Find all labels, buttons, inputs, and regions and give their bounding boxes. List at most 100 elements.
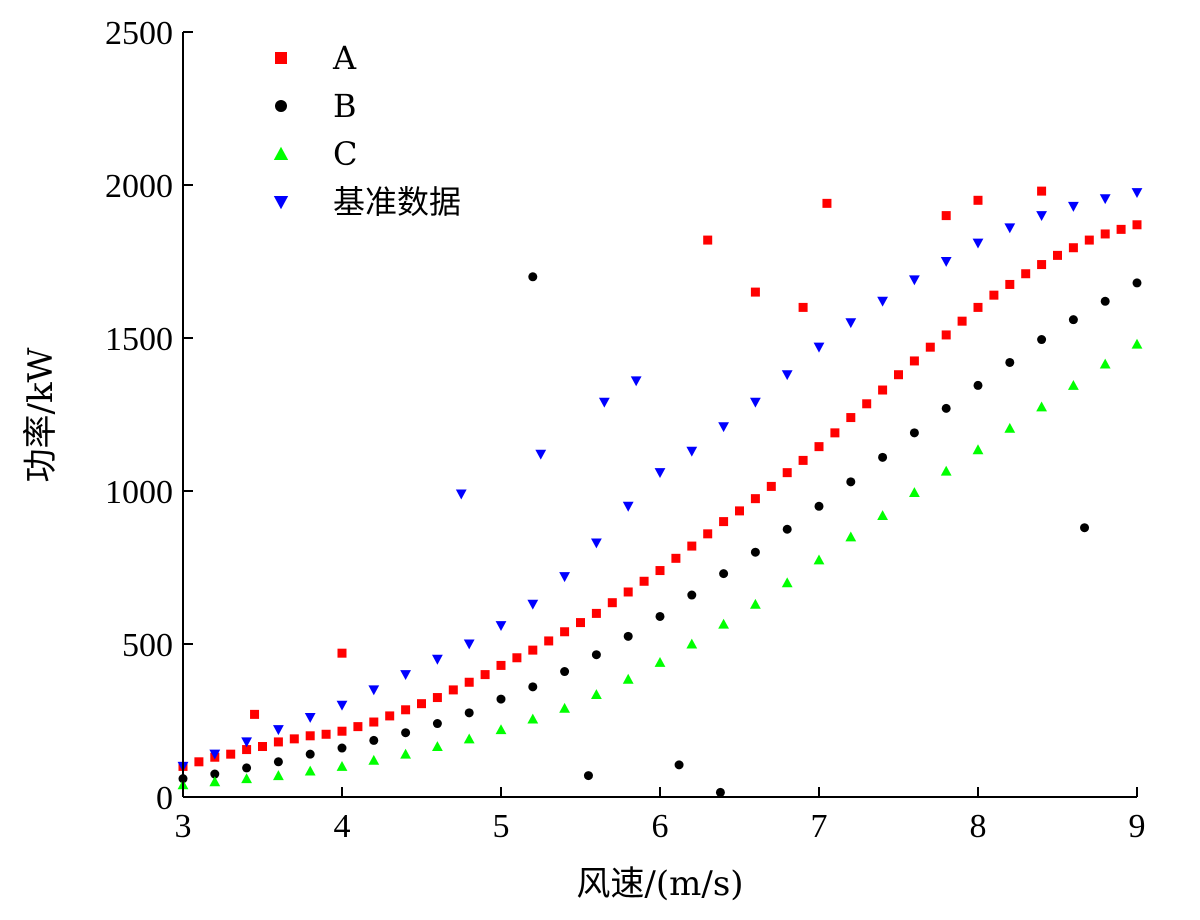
data-point xyxy=(846,413,856,423)
data-point xyxy=(1037,186,1047,196)
data-point xyxy=(432,719,442,729)
legend-label: C xyxy=(333,135,357,173)
data-point xyxy=(464,677,474,687)
data-point xyxy=(1080,523,1090,533)
data-point xyxy=(576,618,585,628)
data-point xyxy=(845,531,857,542)
data-point xyxy=(1132,278,1142,288)
legend-marker xyxy=(275,52,287,64)
data-point xyxy=(814,442,824,452)
data-point xyxy=(622,673,634,684)
data-point xyxy=(1099,194,1111,205)
data-point xyxy=(1004,223,1016,234)
data-point xyxy=(719,517,729,527)
data-point xyxy=(336,700,348,711)
data-point xyxy=(972,238,984,249)
data-point xyxy=(830,428,840,438)
legend-item: 基准数据 xyxy=(273,183,461,221)
data-point xyxy=(687,541,697,551)
data-point xyxy=(591,608,601,618)
data-point xyxy=(321,729,331,739)
data-point xyxy=(654,656,666,667)
data-point xyxy=(544,636,554,646)
data-point xyxy=(781,370,793,381)
data-point xyxy=(528,272,538,282)
data-point xyxy=(750,287,760,297)
data-point xyxy=(1068,243,1078,253)
y-tick-label: 1500 xyxy=(105,321,173,358)
data-point xyxy=(622,501,634,512)
data-point xyxy=(940,257,952,267)
data-point xyxy=(654,468,666,479)
y-tick-label: 1000 xyxy=(105,474,173,511)
data-point xyxy=(455,489,467,500)
data-point xyxy=(1036,401,1047,412)
data-point xyxy=(512,653,522,663)
data-point xyxy=(336,761,348,771)
data-point xyxy=(1100,229,1110,239)
data-point xyxy=(750,397,761,408)
data-point xyxy=(560,627,570,637)
data-point xyxy=(877,296,888,307)
data-point xyxy=(194,757,204,767)
x-tick-label: 4 xyxy=(334,808,351,845)
legend-marker xyxy=(273,146,289,160)
data-point xyxy=(925,342,935,352)
x-tick-label: 8 xyxy=(970,808,987,845)
data-point xyxy=(940,465,952,476)
data-point xyxy=(750,547,760,557)
data-point xyxy=(528,682,538,692)
data-point xyxy=(241,773,252,784)
data-point xyxy=(495,724,507,735)
data-point xyxy=(432,693,442,703)
data-point xyxy=(674,760,684,770)
data-point xyxy=(718,618,729,629)
data-point xyxy=(369,717,379,727)
y-tick-label: 500 xyxy=(122,627,173,664)
y-tick-label: 2000 xyxy=(105,168,173,205)
data-point xyxy=(814,501,824,511)
data-point xyxy=(878,385,888,395)
data-point xyxy=(496,660,506,670)
legend-item: A xyxy=(275,39,357,77)
data-point xyxy=(1131,188,1143,199)
data-point xyxy=(1004,422,1016,433)
data-point xyxy=(369,735,379,745)
y-axis-title: 功率/kW xyxy=(21,347,61,482)
data-point xyxy=(598,397,610,408)
data-point xyxy=(1037,335,1047,345)
data-point xyxy=(703,235,713,245)
data-point xyxy=(1084,235,1094,245)
data-point xyxy=(877,510,888,520)
data-point xyxy=(1021,269,1031,279)
legend-label: 基准数据 xyxy=(333,183,461,221)
data-point xyxy=(226,749,236,759)
data-point xyxy=(782,524,792,534)
x-tick-label: 7 xyxy=(811,808,828,845)
x-tick-label: 6 xyxy=(652,808,669,845)
data-point xyxy=(250,709,260,719)
data-point xyxy=(1037,260,1047,270)
data-point xyxy=(273,757,283,767)
data-point xyxy=(559,572,570,583)
data-point xyxy=(715,787,725,797)
x-tick-label: 9 xyxy=(1129,808,1146,845)
data-point xyxy=(591,650,601,660)
y-tick-label: 0 xyxy=(156,780,173,817)
data-point xyxy=(1005,279,1015,289)
data-point xyxy=(878,452,888,462)
legend-marker xyxy=(275,100,287,112)
data-point xyxy=(432,654,443,665)
data-point xyxy=(1099,358,1111,369)
data-point xyxy=(583,771,593,781)
data-point xyxy=(973,380,983,390)
data-point xyxy=(528,645,538,655)
data-point xyxy=(210,769,220,779)
data-point xyxy=(527,599,539,610)
data-point xyxy=(1005,357,1015,367)
data-point xyxy=(1068,201,1079,212)
legend-marker xyxy=(273,196,289,210)
series-1 xyxy=(178,186,1142,771)
data-point xyxy=(305,731,315,741)
